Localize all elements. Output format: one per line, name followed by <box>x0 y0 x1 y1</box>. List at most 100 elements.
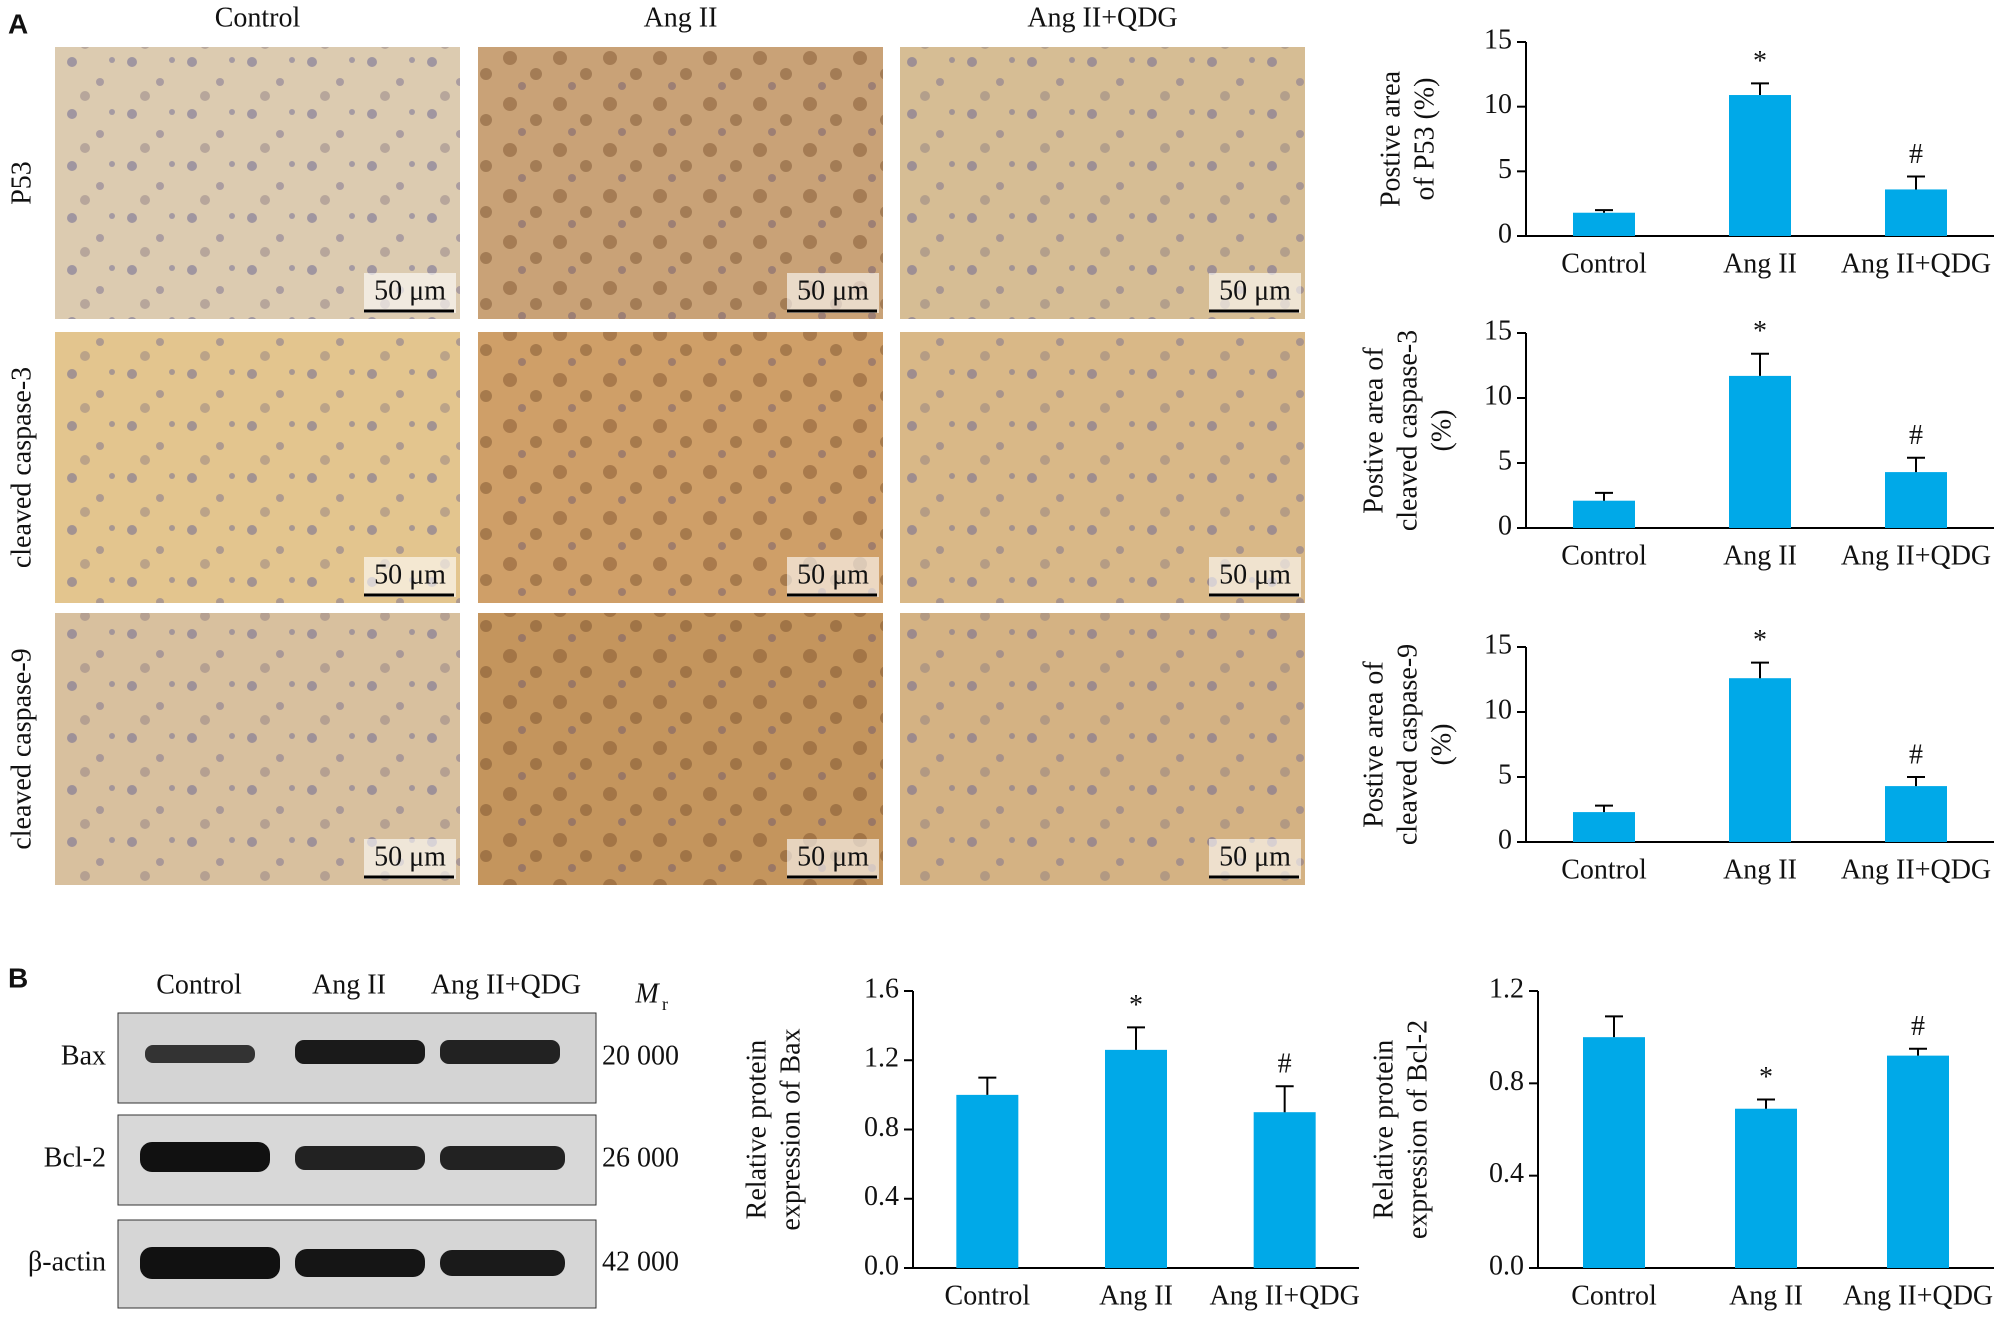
error-bar <box>1595 491 1613 501</box>
bar <box>1573 212 1635 236</box>
band-label: β-actin <box>28 1246 106 1277</box>
bar <box>1729 678 1791 842</box>
y-axis-label: Relative protein <box>1368 1040 1399 1220</box>
bar <box>1729 95 1791 236</box>
band <box>440 1250 565 1276</box>
lane-label: Control <box>156 969 242 1000</box>
significance-marker: * <box>1753 46 1767 77</box>
error-bar <box>1127 1026 1145 1050</box>
column-header: Ang II+QDG <box>1027 2 1177 33</box>
significance-marker: # <box>1909 739 1923 770</box>
scale-bar-bg <box>1209 557 1301 597</box>
error-bar <box>978 1076 997 1095</box>
y-axis-label: Postive area of <box>1358 661 1389 828</box>
y-axis-label: cleaved caspase-3 <box>1392 330 1423 531</box>
error-bar <box>1907 776 1925 787</box>
band <box>440 1146 565 1170</box>
x-tick-label: Ang II <box>1723 248 1797 279</box>
error-bar <box>1595 804 1613 813</box>
y-axis-label: (%) <box>1426 410 1457 452</box>
mr-label: M <box>634 978 660 1009</box>
y-tick-label: 15 <box>1484 315 1512 346</box>
x-tick-label: Ang II <box>1099 1280 1173 1311</box>
y-tick-label: 0.0 <box>864 1250 899 1281</box>
y-tick-label: 10 <box>1484 380 1512 411</box>
error-bar <box>1751 82 1769 96</box>
lane-label: Ang II <box>312 969 386 1000</box>
y-axis-label: Postive area of <box>1358 347 1389 514</box>
y-tick-label: 1.2 <box>1489 973 1524 1004</box>
error-bar <box>1757 1098 1775 1109</box>
y-tick-label: 0.0 <box>1489 1250 1524 1281</box>
bar <box>1573 500 1635 528</box>
x-tick-label: Control <box>945 1280 1031 1311</box>
lane-label: Ang II+QDG <box>431 969 581 1000</box>
y-tick-label: 10 <box>1484 89 1512 120</box>
y-axis-label: cleaved caspase-9 <box>1392 644 1423 845</box>
panel-label: A <box>8 8 28 39</box>
scale-bar-bg <box>364 273 456 313</box>
bar <box>1253 1112 1316 1268</box>
significance-marker: # <box>1911 1011 1925 1042</box>
significance-marker: * <box>1759 1062 1773 1093</box>
significance-marker: * <box>1129 990 1143 1021</box>
bar <box>1105 1049 1167 1268</box>
y-tick-label: 0.8 <box>1489 1066 1524 1097</box>
bar <box>1573 812 1635 842</box>
bar <box>1735 1108 1797 1268</box>
scale-bar-label: 50 μm <box>797 841 869 872</box>
y-axis-label: Postive area <box>1375 70 1406 207</box>
x-tick-label: Ang II+QDG <box>1210 1280 1360 1311</box>
bar <box>1885 472 1947 528</box>
western-blot <box>117 1012 597 1309</box>
band <box>295 1040 425 1064</box>
y-axis-label: expression of Bcl-2 <box>1402 1020 1433 1239</box>
scale-bar-label: 50 μm <box>374 559 446 590</box>
y-tick-label: 0.4 <box>864 1181 899 1212</box>
panel-label: B <box>8 962 28 993</box>
y-tick-label: 5 <box>1498 759 1512 790</box>
band <box>295 1249 425 1277</box>
band <box>140 1247 280 1279</box>
x-tick-label: Ang II+QDG <box>1843 1280 1993 1311</box>
bar <box>1583 1037 1645 1268</box>
significance-marker: * <box>1753 316 1767 347</box>
error-bar <box>1595 209 1613 213</box>
mr-value: 42 000 <box>602 1246 679 1277</box>
scale-bar-label: 50 μm <box>374 841 446 872</box>
error-bar <box>1907 456 1925 473</box>
y-tick-label: 1.2 <box>864 1043 899 1074</box>
scale-bar-label: 50 μm <box>1219 275 1291 306</box>
x-tick-label: Control <box>1561 248 1647 279</box>
y-tick-label: 0 <box>1498 510 1512 541</box>
y-axis-label: expression of Bax <box>775 1028 806 1230</box>
y-tick-label: 10 <box>1484 694 1512 725</box>
bar <box>956 1094 1019 1268</box>
y-axis-label: of P53 (%) <box>1409 78 1440 201</box>
scale-bar-bg <box>787 839 879 879</box>
x-tick-label: Ang II <box>1723 854 1797 885</box>
scale-bar-bg <box>787 557 879 597</box>
significance-marker: # <box>1909 139 1923 170</box>
y-tick-label: 5 <box>1498 445 1512 476</box>
row-label: cleaved caspase-9 <box>6 648 37 849</box>
band <box>145 1045 255 1063</box>
bar <box>1885 189 1947 236</box>
error-bar <box>1751 352 1769 376</box>
scale-bar-label: 50 μm <box>797 559 869 590</box>
scale-bar-bg <box>1209 839 1301 879</box>
band <box>140 1142 270 1172</box>
scale-bar-bg <box>364 557 456 597</box>
row-label: P53 <box>6 161 37 205</box>
scale-bar-bg <box>787 273 879 313</box>
significance-marker: # <box>1278 1049 1292 1080</box>
scale-bar-bg <box>364 839 456 879</box>
y-tick-label: 15 <box>1484 629 1512 660</box>
x-tick-label: Ang II <box>1723 540 1797 571</box>
mr-value: 26 000 <box>602 1142 679 1173</box>
error-bar <box>1751 661 1769 679</box>
x-tick-label: Ang II+QDG <box>1841 540 1991 571</box>
y-tick-label: 0.8 <box>864 1112 899 1143</box>
y-tick-label: 15 <box>1484 24 1512 55</box>
